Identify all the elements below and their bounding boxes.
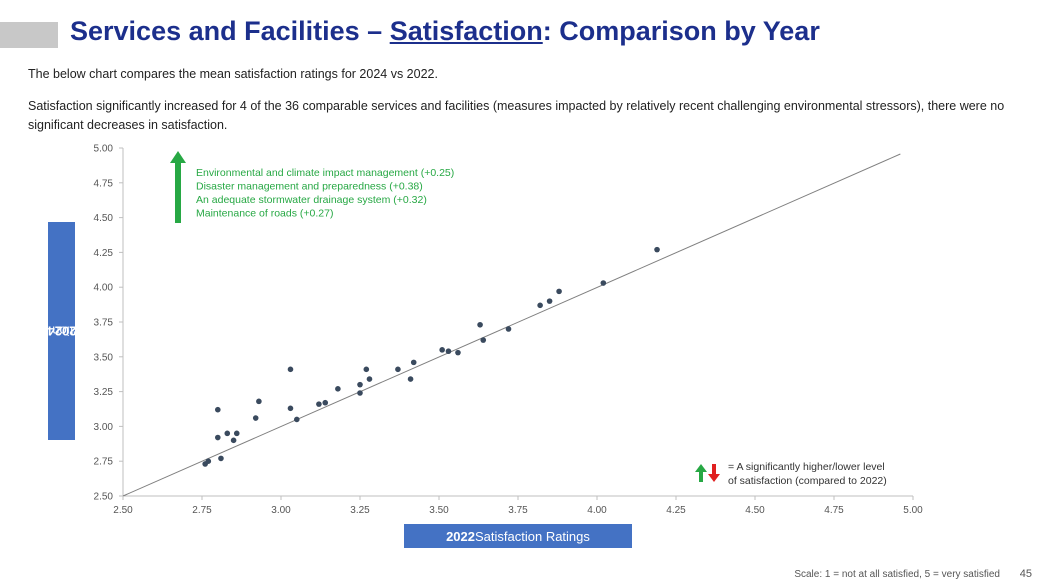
data-point <box>600 280 607 286</box>
y-tick-label: 3.25 <box>94 387 114 398</box>
data-point <box>215 434 221 441</box>
data-point <box>287 405 294 412</box>
data-point <box>654 246 660 253</box>
annotation-up-2: Disaster management and preparedness (+0… <box>196 181 423 193</box>
x-tick-label: 4.00 <box>587 505 607 516</box>
y-tick-label: 3.00 <box>94 422 114 433</box>
data-point <box>335 386 341 392</box>
data-point <box>316 401 322 407</box>
data-point <box>537 302 543 309</box>
x-tick-label: 2.75 <box>192 505 212 516</box>
x-tick-label: 4.75 <box>824 505 844 516</box>
page-number: 45 <box>1019 568 1032 580</box>
data-point <box>407 376 414 382</box>
data-point <box>224 430 231 437</box>
legend-line-2: of satisfaction (compared to 2022) <box>728 475 887 487</box>
intro-text: The below chart compares the mean satisf… <box>28 67 438 81</box>
y-tick-label: 4.25 <box>94 248 114 259</box>
y-axis-label: 2024 Satisfaction Ratings <box>4 222 119 440</box>
data-point <box>322 399 329 406</box>
y-tick-label: 2.75 <box>94 457 114 468</box>
page-title: Services and Facilities – Satisfaction: … <box>70 16 820 46</box>
x-tick-label: 3.75 <box>508 505 528 516</box>
scale-note: Scale: 1 = not at all satisfied, 5 = ver… <box>794 569 1000 580</box>
x-tick-label: 4.25 <box>666 505 686 516</box>
x-tick-label: 5.00 <box>903 505 923 516</box>
y-tick-label: 3.75 <box>94 318 114 329</box>
y-tick-label: 4.00 <box>94 283 114 294</box>
significant-increase-arrow-icon <box>170 151 186 223</box>
data-point <box>505 326 512 332</box>
data-point <box>252 415 259 421</box>
data-point <box>363 366 370 373</box>
legend-line-1: = A significantly higher/lower level <box>728 461 885 473</box>
data-point <box>256 398 262 405</box>
data-point <box>357 381 363 388</box>
data-point <box>546 298 553 304</box>
data-point <box>366 376 373 382</box>
data-point <box>205 458 212 465</box>
data-point <box>410 359 417 366</box>
annotation-up-3: An adequate stormwater drainage system (… <box>196 194 427 206</box>
x-tick-label: 3.25 <box>350 505 370 516</box>
y-tick-label: 4.75 <box>94 178 114 189</box>
y-tick-label: 4.50 <box>94 213 114 224</box>
data-point <box>480 337 487 343</box>
annotation-up-1: Environmental and climate impact managem… <box>196 167 454 179</box>
x-tick-label: 3.00 <box>271 505 291 516</box>
data-point <box>439 347 445 353</box>
data-point <box>233 430 240 437</box>
y-tick-label: 5.00 <box>94 144 114 155</box>
reference-line-y-equals-x <box>122 153 901 497</box>
data-point <box>287 366 294 373</box>
legend-up-arrow-icon <box>695 464 707 482</box>
data-point <box>357 390 363 396</box>
data-point <box>230 437 237 444</box>
header-accent-block <box>0 22 58 48</box>
data-point <box>294 416 300 423</box>
data-point <box>455 349 461 356</box>
data-point <box>395 366 401 373</box>
x-tick-label: 2.50 <box>113 505 133 516</box>
y-tick-label: 3.50 <box>94 352 114 363</box>
y-tick-label: 2.50 <box>94 492 114 503</box>
data-point <box>445 348 452 355</box>
x-axis-label: 2022 Satisfaction Ratings <box>404 524 632 548</box>
data-point <box>218 455 224 462</box>
legend-down-arrow-icon <box>708 464 720 482</box>
x-tick-label: 4.50 <box>745 505 765 516</box>
data-point <box>477 321 483 328</box>
x-tick-label: 3.50 <box>429 505 449 516</box>
annotation-up-4: Maintenance of roads (+0.27) <box>196 208 333 220</box>
summary-paragraph: Satisfaction significantly increased for… <box>28 99 1005 132</box>
data-point <box>215 406 221 413</box>
data-point <box>556 288 562 295</box>
